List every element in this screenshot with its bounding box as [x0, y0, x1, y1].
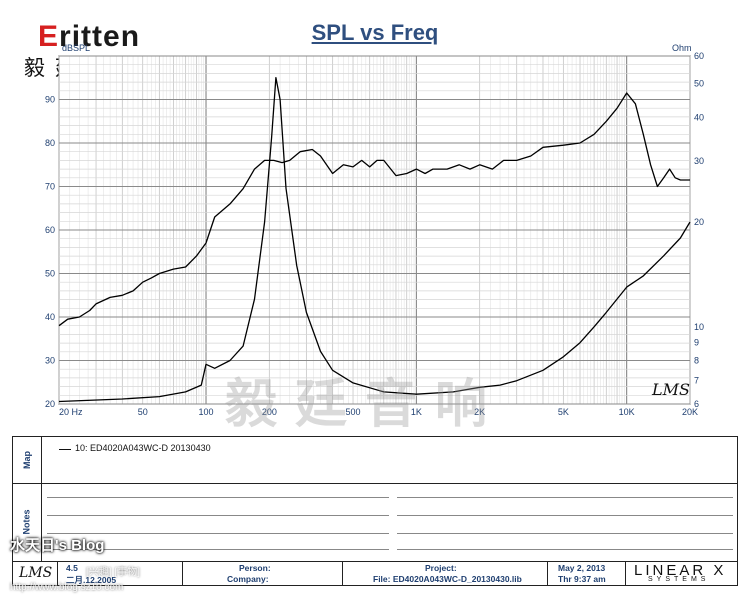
left-tick-label: 40: [45, 312, 55, 322]
x-tick-label: 5K: [558, 407, 569, 417]
x-tick-label: 20 Hz: [59, 407, 83, 417]
legend-line-icon: [59, 449, 71, 450]
right-tick-label: 7: [694, 376, 699, 386]
left-tick-label: 20: [45, 399, 55, 409]
legend-entry: 10: ED4020A043WC-D 20130430: [75, 443, 211, 453]
left-tick-label: 90: [45, 95, 55, 105]
curves: [58, 76, 691, 403]
blog-url[interactable]: http://www.blog.sz10.com: [10, 582, 124, 593]
note-line: [397, 533, 733, 534]
notes-section: Notes: [13, 483, 737, 562]
x-tick-label: 500: [346, 407, 361, 417]
left-tick-label: 70: [45, 182, 55, 192]
map-label: Map: [13, 437, 42, 483]
right-tick-label: 10: [694, 322, 704, 332]
notes-label: Notes: [13, 483, 42, 561]
note-line: [397, 497, 733, 498]
right-tick-label: 9: [694, 338, 699, 348]
spl-impedance-chart: 20 Hz 50 100 200 500 1K 2K 5K 10K 20K 20 30 40 50 60 70…: [45, 43, 704, 417]
footer-project: Project: File: ED4020A043WC-D_20130430.l…: [343, 561, 548, 586]
note-line: [397, 515, 733, 516]
left-tick-label: 30: [45, 356, 55, 366]
note-line: [47, 549, 389, 550]
right-tick-label: 40: [694, 112, 704, 122]
x-tick-label: 100: [199, 407, 214, 417]
note-line: [47, 497, 389, 498]
grid-lines: [58, 55, 691, 405]
x-tick-label: 1K: [411, 407, 422, 417]
footer-lms-logo: LMS: [13, 561, 58, 586]
left-tick-label: 80: [45, 138, 55, 148]
right-tick-label: 6: [694, 399, 699, 409]
right-tick-label: 50: [694, 79, 704, 89]
footer-datetime: May 2, 2013 Thr 9:37 am: [548, 561, 626, 586]
left-tick-label: 60: [45, 225, 55, 235]
left-tick-label: 50: [45, 269, 55, 279]
tick-labels: 20 Hz 50 100 200 500 1K 2K 5K 10K 20K 20 30 40 50 60 70…: [45, 51, 704, 417]
x-tick-label: 20K: [682, 407, 698, 417]
x-tick-label: 2K: [474, 407, 485, 417]
impedance-curve: [58, 76, 691, 403]
map-section: Map 10: ED4020A043WC-D 20130430: [13, 437, 737, 484]
note-line: [47, 533, 389, 534]
spl-curve: [58, 92, 690, 327]
x-tick-label: 50: [138, 407, 148, 417]
blog-watermark: 水天日's Blog: [10, 537, 105, 554]
info-panel: Map 10: ED4020A043WC-D 20130430 Notes LM…: [12, 436, 738, 586]
right-tick-label: 8: [694, 356, 699, 366]
footer-person: Person: Company:: [183, 561, 343, 586]
plot-brand: LMS: [651, 380, 690, 399]
chart-title: SPL vs Freq: [311, 20, 439, 45]
blog-subtitle: [兴趣] [事物]: [86, 567, 140, 578]
note-line: [47, 515, 389, 516]
left-axis-unit: dBSPL: [62, 43, 90, 53]
x-tick-label: 10K: [619, 407, 635, 417]
x-tick-label: 200: [262, 407, 277, 417]
right-tick-label: 20: [694, 217, 704, 227]
right-axis-unit: Ohm: [672, 43, 692, 53]
right-tick-label: 30: [694, 156, 704, 166]
brand-logo: Eritten: [38, 20, 141, 53]
footer-brand: LINEAR X SYSTEMS: [634, 562, 727, 583]
footer-version: 4.5 二月.12.2005: [58, 561, 183, 586]
watermark: 毅廷音响: [225, 374, 506, 435]
right-tick-label: 60: [694, 51, 704, 61]
note-line: [397, 549, 733, 550]
